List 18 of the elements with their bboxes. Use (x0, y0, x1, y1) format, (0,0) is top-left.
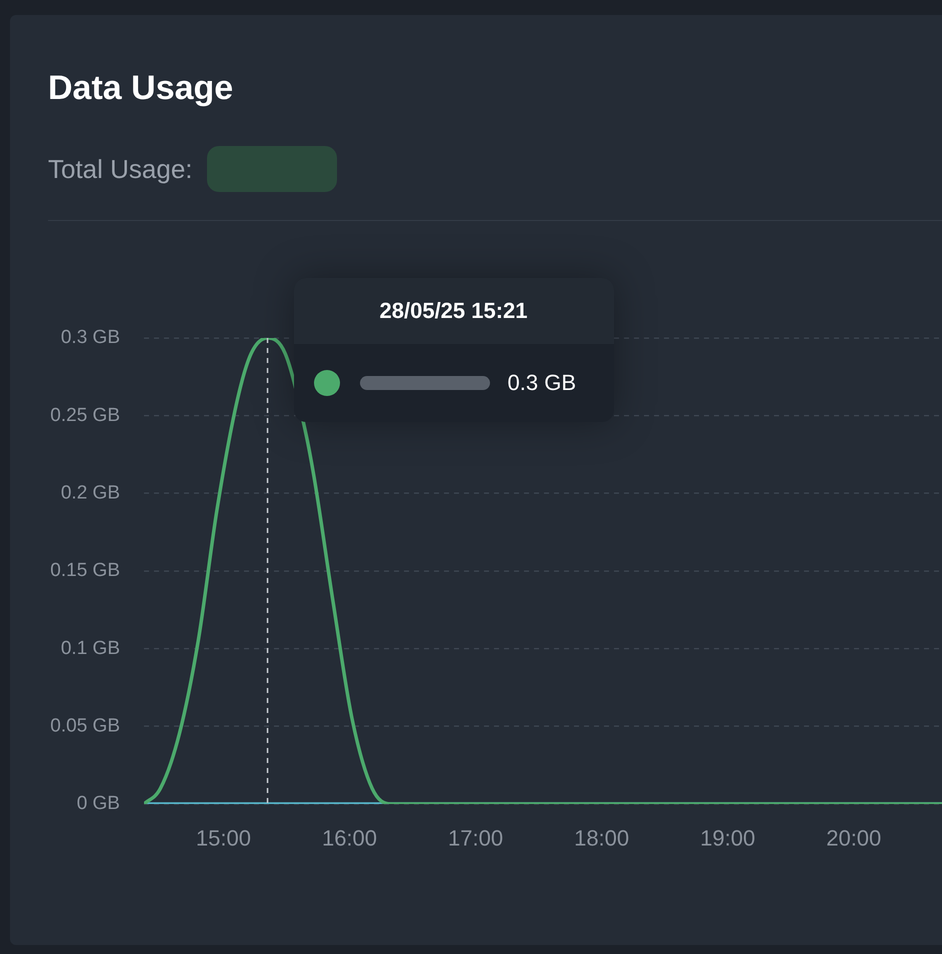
y-tick-label: 0.05 GB (50, 716, 120, 737)
line-series (144, 338, 942, 804)
y-tick-label: 0 GB (76, 793, 120, 814)
y-tick-label: 0.15 GB (50, 560, 120, 582)
tooltip-panel: 28/05/25 15:21 0.3 GB (294, 278, 614, 422)
x-tick-label: 18:00 (574, 825, 630, 850)
annotation: 0.3 GB (508, 370, 576, 396)
chart-subtitle: Total Usage: (48, 154, 193, 184)
x-tick-label: 19:00 (700, 825, 756, 850)
x-tick-label: 16:00 (322, 825, 378, 850)
x-tick-label: 15:00 (196, 825, 251, 850)
y-tick-label: 0.1 GB (60, 638, 120, 659)
chart-title: Data Usage (48, 69, 234, 108)
y-tick-label: 0.3 GB (60, 327, 120, 348)
x-tick-label: 17:00 (448, 825, 504, 850)
y-tick-label: 0.2 GB (60, 482, 120, 504)
x-tick-label: 20:00 (826, 825, 882, 850)
y-tick-label: 0.25 GB (50, 404, 120, 426)
